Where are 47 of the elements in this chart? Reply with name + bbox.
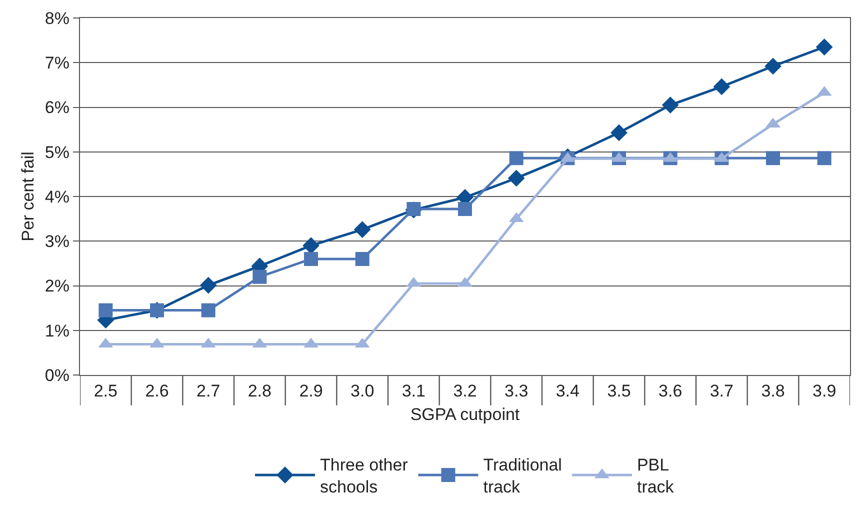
x-tick-label: 2.9 — [299, 382, 323, 400]
x-tick-label: 3.0 — [350, 382, 374, 400]
point — [355, 252, 370, 266]
y-tick-label: 1% — [44, 321, 70, 340]
x-tick-label: 3.2 — [453, 382, 477, 400]
x-tick-label: 3.4 — [556, 382, 580, 400]
point — [458, 202, 472, 216]
y-tick-label: 5% — [44, 142, 70, 162]
point — [354, 221, 371, 238]
y-tick-label: 8% — [44, 8, 70, 28]
point — [713, 78, 730, 96]
point — [508, 170, 525, 187]
x-axis-title: SGPA cutpoint — [410, 404, 520, 424]
x-tick-label: 3.8 — [761, 382, 785, 400]
point — [764, 58, 782, 75]
x-tick-label: 3.5 — [607, 382, 631, 400]
point — [610, 124, 628, 142]
point — [406, 202, 421, 216]
point — [201, 303, 216, 318]
point — [662, 96, 679, 114]
point — [766, 151, 780, 166]
x-tick-label: 2.8 — [248, 382, 272, 400]
x-tick-label: 3.9 — [812, 382, 836, 400]
x-tick-label: 3.1 — [402, 382, 426, 400]
y-tick-label: 2% — [44, 276, 70, 296]
y-tick-label: 0% — [44, 366, 70, 385]
x-tick-label: 2.6 — [145, 382, 169, 400]
point — [816, 38, 833, 56]
legend-label: Three other schools — [320, 456, 408, 497]
x-tick-label: 2.5 — [94, 382, 118, 400]
x-tick-label: 2.7 — [196, 382, 220, 400]
x-tick-label: 3.7 — [710, 382, 734, 400]
point — [252, 270, 267, 284]
y-tick-label: 4% — [44, 187, 70, 206]
legend-label: Traditional track — [483, 456, 562, 497]
x-tick-label: 3.3 — [504, 382, 528, 400]
y-tick-label: 7% — [44, 54, 70, 73]
point — [200, 276, 217, 294]
y-tick-label: 3% — [44, 232, 70, 252]
y-tick-label: 6% — [44, 98, 70, 118]
point — [98, 303, 113, 318]
x-tick-label: 3.6 — [658, 382, 682, 400]
point — [304, 252, 318, 266]
y-axis-title: Per cent fail — [18, 152, 38, 242]
legend-label: PBL track — [636, 456, 674, 497]
point — [509, 151, 524, 166]
point — [817, 151, 832, 166]
